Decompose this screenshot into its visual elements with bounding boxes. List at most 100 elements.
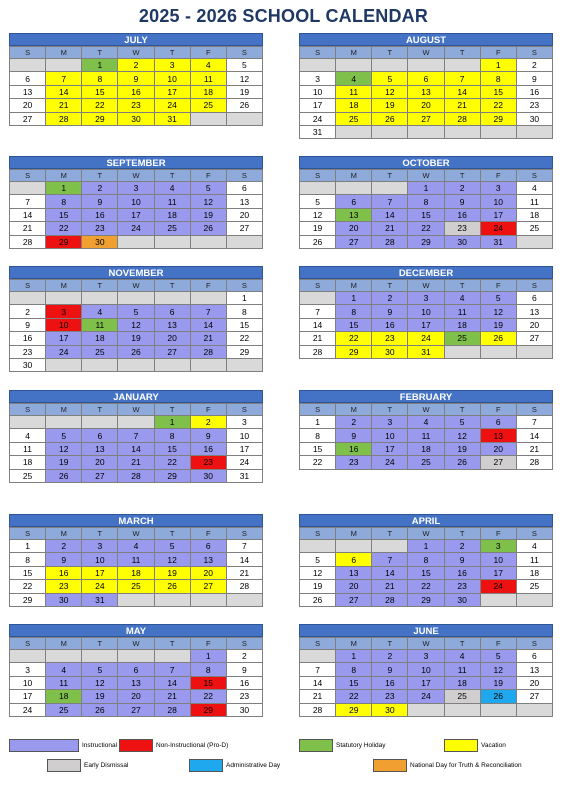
day-cell: 20 [189,565,227,581]
day-cell: 28 [298,702,337,717]
day-cell: 16 [8,331,47,346]
week-row: 21 22 23 24 25 26 27 [298,689,554,704]
empty-cell [225,111,264,126]
empty-cell [298,57,337,73]
day-cell: 30 [8,357,47,373]
day-cell: 20 [81,455,119,470]
day-cell: 10 [8,675,47,691]
weekday-header: W [407,46,445,59]
day-cell: 29 [189,702,227,717]
day-cell: 22 [153,455,191,470]
weekday-header: W [407,169,445,182]
day-cell: 9 [371,662,409,677]
day-cell: 9 [515,71,554,86]
month-table: S M T W T F S 1 2 3 4 5 6 7 8 9 10 11 12 13 14 15 16 17 18 19 20 21… [298,527,554,607]
empty-cell [371,124,409,140]
day-cell: 15 [225,317,264,333]
day-cell: 19 [45,455,83,470]
day-cell: 12 [117,317,155,333]
day-cell: 4 [189,57,227,73]
week-row: 10 11 12 13 14 15 16 [8,675,264,691]
day-cell: 21 [117,455,155,470]
day-cell: 25 [189,98,227,113]
weekday-header: T [153,403,191,416]
empty-cell [45,57,83,73]
day-cell: 27 [117,702,155,717]
day-cell: 3 [407,290,445,306]
empty-cell [117,357,155,373]
week-row: 20 21 22 23 24 25 26 [8,98,264,113]
day-cell: 24 [81,579,119,594]
day-cell: 2 [189,414,227,430]
legend-label: National Day for Truth & Reconciliation [410,762,522,769]
day-cell: 30 [371,702,409,717]
weekday-header: T [371,527,409,540]
month-october: OCTOBER S M T W T F S 1 2 3 4 5 6 7 8 9 10 11 12 13 14 15 16 17 1… [298,156,554,249]
day-cell: 10 [407,662,445,677]
day-cell: 27 [189,579,227,594]
day-cell: 14 [153,675,191,691]
legend-label: Administrative Day [226,762,281,769]
day-cell: 7 [443,71,481,86]
day-cell: 4 [515,180,554,196]
day-cell: 21 [443,98,481,113]
day-cell: 30 [81,234,119,249]
day-cell: 9 [443,194,481,209]
day-cell: 27 [335,234,373,249]
day-cell: 1 [407,538,445,554]
day-cell: 10 [479,194,517,209]
weekday-header: T [81,46,119,59]
day-cell: 10 [45,317,83,333]
day-cell: 6 [81,428,119,443]
day-cell: 30 [515,111,554,126]
month-march: MARCH S M T W T F S 1 2 3 4 5 6 7 8 9 10 11 12 13 14 15 16 17 18 1… [8,514,264,607]
day-cell: 28 [443,111,481,126]
day-cell: 1 [225,290,264,306]
day-cell: 20 [153,331,191,346]
day-cell: 25 [515,221,554,236]
week-row: 5 6 7 8 9 10 11 [298,194,554,209]
day-cell: 23 [443,579,481,594]
weekday-header: T [153,169,191,182]
empty-cell [8,648,47,664]
empty-cell [371,180,409,196]
weekday-header: T [81,637,119,650]
empty-cell [298,538,337,554]
day-cell: 29 [335,344,373,359]
day-cell: 8 [407,552,445,567]
day-cell: 9 [117,71,155,86]
week-row: 14 15 16 17 18 19 20 [298,675,554,691]
month-name: JUNE [299,624,553,637]
day-cell: 29 [407,234,445,249]
weekday-header: W [117,637,155,650]
day-cell: 21 [8,221,47,236]
day-cell: 21 [153,689,191,704]
day-cell: 14 [8,207,47,223]
day-cell: 22 [189,689,227,704]
week-row: 16 17 18 19 20 21 22 [8,331,264,346]
day-cell: 28 [45,111,83,126]
weekday-header: M [45,527,83,540]
day-cell: 13 [335,207,373,223]
day-cell: 19 [479,675,517,691]
day-cell: 8 [81,71,119,86]
legend-item: Vacation [444,739,506,752]
day-cell: 30 [371,344,409,359]
day-cell: 14 [371,207,409,223]
weekday-header: T [443,169,481,182]
empty-cell [81,290,119,306]
day-cell: 15 [335,317,373,333]
empty-cell [45,357,83,373]
day-cell: 18 [407,441,445,457]
day-cell: 22 [298,455,337,470]
day-cell: 28 [371,234,409,249]
day-cell: 8 [407,194,445,209]
day-cell: 23 [81,221,119,236]
weekday-header: S [298,403,337,416]
day-cell: 30 [225,702,264,717]
day-cell: 14 [298,317,337,333]
